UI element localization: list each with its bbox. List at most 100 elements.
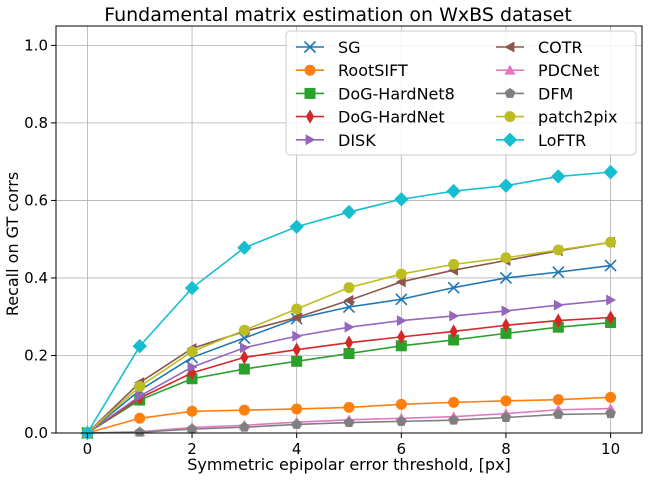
legend-marker — [305, 109, 315, 124]
data-point — [240, 350, 249, 365]
data-point — [343, 348, 355, 360]
legend-item: DoG-HardNet — [296, 108, 445, 127]
data-point — [605, 391, 617, 403]
data-point — [448, 414, 459, 425]
data-point — [395, 398, 407, 410]
legend-item: SG — [296, 38, 361, 57]
data-point — [291, 311, 302, 323]
data-point — [446, 183, 461, 199]
x-tick-label: 8 — [501, 440, 511, 458]
data-point — [343, 282, 355, 294]
x-tick-label: 6 — [397, 440, 407, 458]
legend-marker — [504, 64, 516, 75]
legend-marker — [502, 132, 518, 147]
data-point — [395, 268, 407, 280]
data-point — [604, 259, 617, 272]
y-tick-label: 0.6 — [24, 191, 48, 209]
data-point — [238, 404, 250, 416]
data-point — [501, 305, 512, 317]
legend-label: RootSIFT — [338, 61, 408, 80]
legend-item: LoFTR — [496, 131, 586, 150]
legend-item: COTR — [496, 38, 583, 57]
legend-marker — [304, 87, 316, 99]
series-group — [80, 164, 618, 441]
data-point — [341, 204, 357, 220]
y-tick-label: 0.0 — [24, 424, 48, 442]
legend-marker — [504, 111, 516, 123]
data-point — [397, 329, 406, 345]
legend-item: DoG-HardNet8 — [296, 84, 455, 103]
ticks: 0 2 4 6 8 10 0.0 0.2 0.4 0.6 0.8 1.0 — [24, 36, 620, 458]
data-point — [291, 418, 302, 429]
legend-marker — [305, 134, 316, 146]
data-point — [553, 299, 564, 311]
data-point — [396, 315, 407, 327]
legend-item: DFM — [496, 84, 573, 103]
data-point — [344, 321, 355, 333]
legend-marker — [304, 64, 316, 76]
legend-box — [285, 30, 637, 156]
data-point — [449, 324, 458, 339]
data-point — [292, 330, 303, 342]
data-point — [396, 415, 407, 426]
legend-label: PDCNet — [538, 61, 599, 80]
data-point — [605, 236, 617, 248]
data-point — [605, 408, 616, 419]
legend-label: DISK — [338, 131, 376, 150]
data-point — [238, 363, 250, 375]
legend-label: DFM — [538, 84, 573, 103]
legend-marker — [303, 40, 317, 54]
data-point — [134, 380, 146, 392]
data-point — [291, 355, 303, 367]
data-point — [448, 334, 460, 346]
legend-item: PDCNet — [496, 61, 599, 80]
data-point — [498, 178, 514, 193]
x-tick-label: 2 — [187, 440, 197, 458]
legend-marker — [504, 41, 515, 53]
data-point — [449, 310, 460, 322]
series-loftr — [80, 164, 618, 441]
data-point — [447, 281, 460, 294]
data-point — [291, 303, 303, 315]
data-point — [132, 338, 147, 354]
y-tick-label: 0.2 — [24, 346, 48, 364]
legend-label: DoG-HardNet — [338, 108, 445, 127]
data-point — [603, 164, 618, 180]
legend-item: DISK — [296, 131, 376, 150]
y-axis-label: Recall on GT corrs — [3, 172, 22, 316]
chart-title: Fundamental matrix estimation on WxBS da… — [104, 4, 572, 26]
series-rootsift — [81, 391, 617, 439]
series-disk — [82, 294, 617, 439]
x-tick-label: 10 — [601, 440, 620, 458]
y-tick-label: 1.0 — [24, 36, 48, 54]
data-point — [344, 335, 354, 350]
data-point — [552, 244, 564, 256]
data-point — [186, 346, 198, 358]
data-point — [500, 327, 512, 339]
legend-item: patch2pix — [496, 108, 617, 127]
x-tick-label: 4 — [292, 440, 302, 458]
legend: SG RootSIFT DoG-HardNet8 DoG-HardNet DISK COT… — [285, 30, 637, 156]
plot-frame — [55, 25, 643, 434]
data-point — [395, 340, 407, 352]
data-point — [239, 342, 250, 354]
data-point — [500, 252, 512, 264]
data-point — [448, 396, 460, 408]
data-point — [292, 342, 301, 357]
data-point — [552, 394, 564, 406]
x-axis-label: Symmetric epipolar error threshold, [px] — [187, 455, 511, 474]
data-point — [606, 310, 615, 325]
x-tick-label: 0 — [83, 440, 93, 458]
data-point — [186, 423, 198, 434]
data-point — [343, 401, 355, 413]
legend-item: RootSIFT — [296, 61, 408, 80]
legend-label: COTR — [538, 38, 583, 57]
data-point — [187, 361, 198, 373]
data-point — [554, 313, 563, 328]
y-tick-label: 0.8 — [24, 114, 48, 132]
data-point — [343, 294, 354, 306]
data-point — [238, 324, 250, 336]
data-point — [291, 403, 303, 415]
series-line — [86, 299, 611, 434]
data-point — [184, 280, 200, 296]
